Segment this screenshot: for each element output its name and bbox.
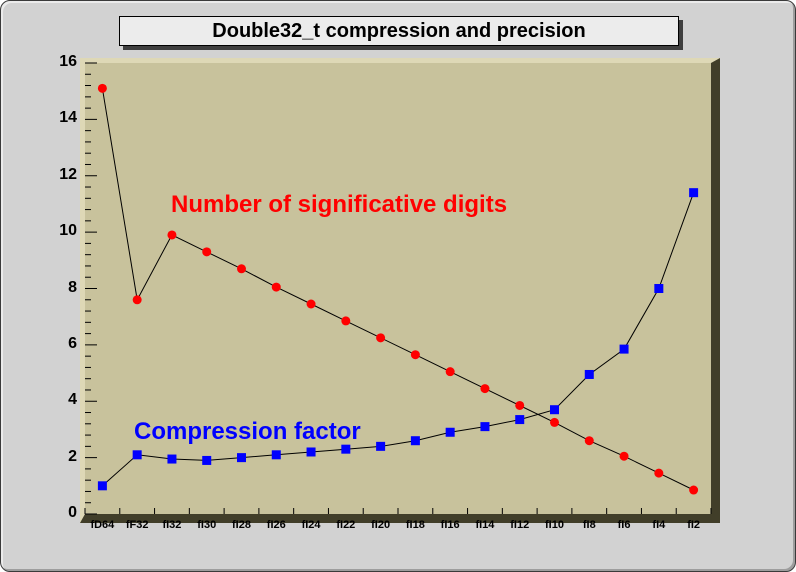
square-marker bbox=[619, 344, 629, 354]
square-marker bbox=[237, 453, 246, 463]
x-axis-tick-label: fI28 bbox=[232, 519, 251, 531]
x-axis-tick-label: fI22 bbox=[336, 519, 356, 531]
y-axis-tick-label: 14 bbox=[59, 109, 77, 127]
square-marker bbox=[584, 369, 594, 379]
y-axis-tick-label: 8 bbox=[68, 278, 77, 296]
x-axis-tick-label: fI18 bbox=[405, 519, 425, 531]
x-axis-tick-label: fI4 bbox=[652, 519, 666, 531]
square-marker bbox=[480, 422, 490, 432]
x-axis-tick-label: fI14 bbox=[475, 519, 495, 531]
y-axis-tick-label: 16 bbox=[59, 53, 77, 70]
circle-marker bbox=[237, 264, 246, 274]
x-axis-tick-label: fF32 bbox=[125, 519, 149, 531]
x-axis-tick-label: fI30 bbox=[197, 519, 217, 531]
annotation-significative-digits: Number of significative digits bbox=[171, 191, 508, 218]
circle-marker bbox=[167, 230, 177, 240]
y-axis-tick-label: 10 bbox=[59, 222, 77, 240]
circle-marker bbox=[306, 299, 316, 309]
square-marker bbox=[132, 450, 142, 460]
circle-marker bbox=[619, 451, 629, 461]
square-marker bbox=[550, 405, 559, 415]
square-marker bbox=[306, 447, 316, 457]
x-axis-tick-label: fI16 bbox=[440, 519, 460, 531]
x-axis-tick-label: fI6 bbox=[617, 519, 631, 531]
square-marker bbox=[202, 455, 212, 465]
circle-marker bbox=[515, 400, 525, 410]
y-axis-tick-label: 0 bbox=[68, 504, 77, 521]
plot-frame bbox=[80, 58, 720, 523]
square-marker bbox=[654, 284, 664, 293]
annotation-compression-factor: Compression factor bbox=[134, 418, 361, 445]
series-line bbox=[102, 192, 695, 487]
square-marker bbox=[689, 188, 699, 198]
x-axis-tick-label: fI26 bbox=[266, 519, 286, 531]
x-axis-tick-label: fI24 bbox=[301, 519, 321, 531]
x-axis-tick-label: fI32 bbox=[162, 519, 182, 531]
circle-marker bbox=[132, 295, 142, 305]
circle-marker bbox=[584, 436, 594, 446]
y-axis-tick-label: 4 bbox=[68, 391, 77, 409]
circle-marker bbox=[445, 367, 455, 377]
square-marker bbox=[341, 444, 351, 454]
x-axis-tick-label: fD64 bbox=[90, 519, 115, 531]
square-marker bbox=[515, 415, 525, 425]
x-axis-tick-label: fI10 bbox=[545, 519, 564, 531]
circle-marker bbox=[480, 384, 490, 394]
square-marker bbox=[271, 450, 281, 460]
square-marker bbox=[376, 441, 386, 451]
circle-marker bbox=[550, 417, 559, 427]
circle-marker bbox=[271, 282, 281, 292]
x-axis-tick-label: fI8 bbox=[582, 519, 596, 531]
circle-marker bbox=[689, 485, 699, 495]
square-marker bbox=[410, 436, 420, 446]
circle-marker bbox=[410, 350, 420, 360]
x-axis-tick-label: fI2 bbox=[687, 519, 701, 531]
y-axis-tick-label: 12 bbox=[59, 165, 77, 183]
circle-marker bbox=[202, 247, 212, 257]
square-marker bbox=[167, 454, 177, 464]
square-marker bbox=[445, 427, 455, 437]
square-marker bbox=[97, 481, 107, 491]
plot-area bbox=[84, 62, 712, 515]
circle-marker bbox=[341, 316, 351, 326]
circle-marker bbox=[376, 333, 386, 343]
y-axis-tick-label: 6 bbox=[68, 334, 77, 352]
chart-title: Double32_t compression and precision bbox=[119, 16, 679, 46]
x-axis-tick-label: fI20 bbox=[371, 519, 391, 531]
series-line bbox=[101, 88, 694, 491]
circle-marker bbox=[97, 83, 107, 93]
y-axis-tick-label: 2 bbox=[68, 447, 77, 465]
x-axis-tick-label: fI12 bbox=[510, 519, 530, 531]
circle-marker bbox=[654, 468, 664, 478]
